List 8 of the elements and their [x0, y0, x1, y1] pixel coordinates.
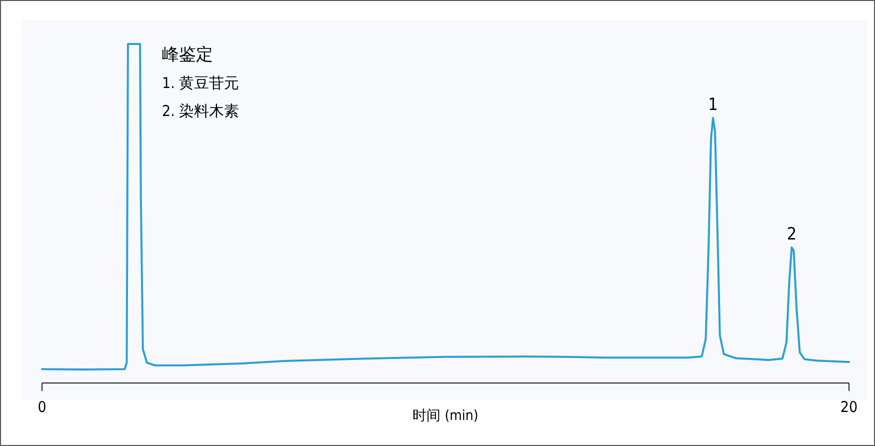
x-tick-label: 20 — [840, 398, 858, 416]
annotation: 峰鉴定 — [162, 45, 213, 65]
annotation: 2. 染料木素 — [162, 102, 240, 120]
annotation: 1. 黄豆苷元 — [162, 74, 240, 92]
annotation: 2 — [786, 224, 797, 244]
annotation: 1 — [708, 94, 718, 115]
x-tick-label: 0 — [38, 398, 46, 416]
x-axis-title: 时间 (min) — [412, 408, 478, 424]
